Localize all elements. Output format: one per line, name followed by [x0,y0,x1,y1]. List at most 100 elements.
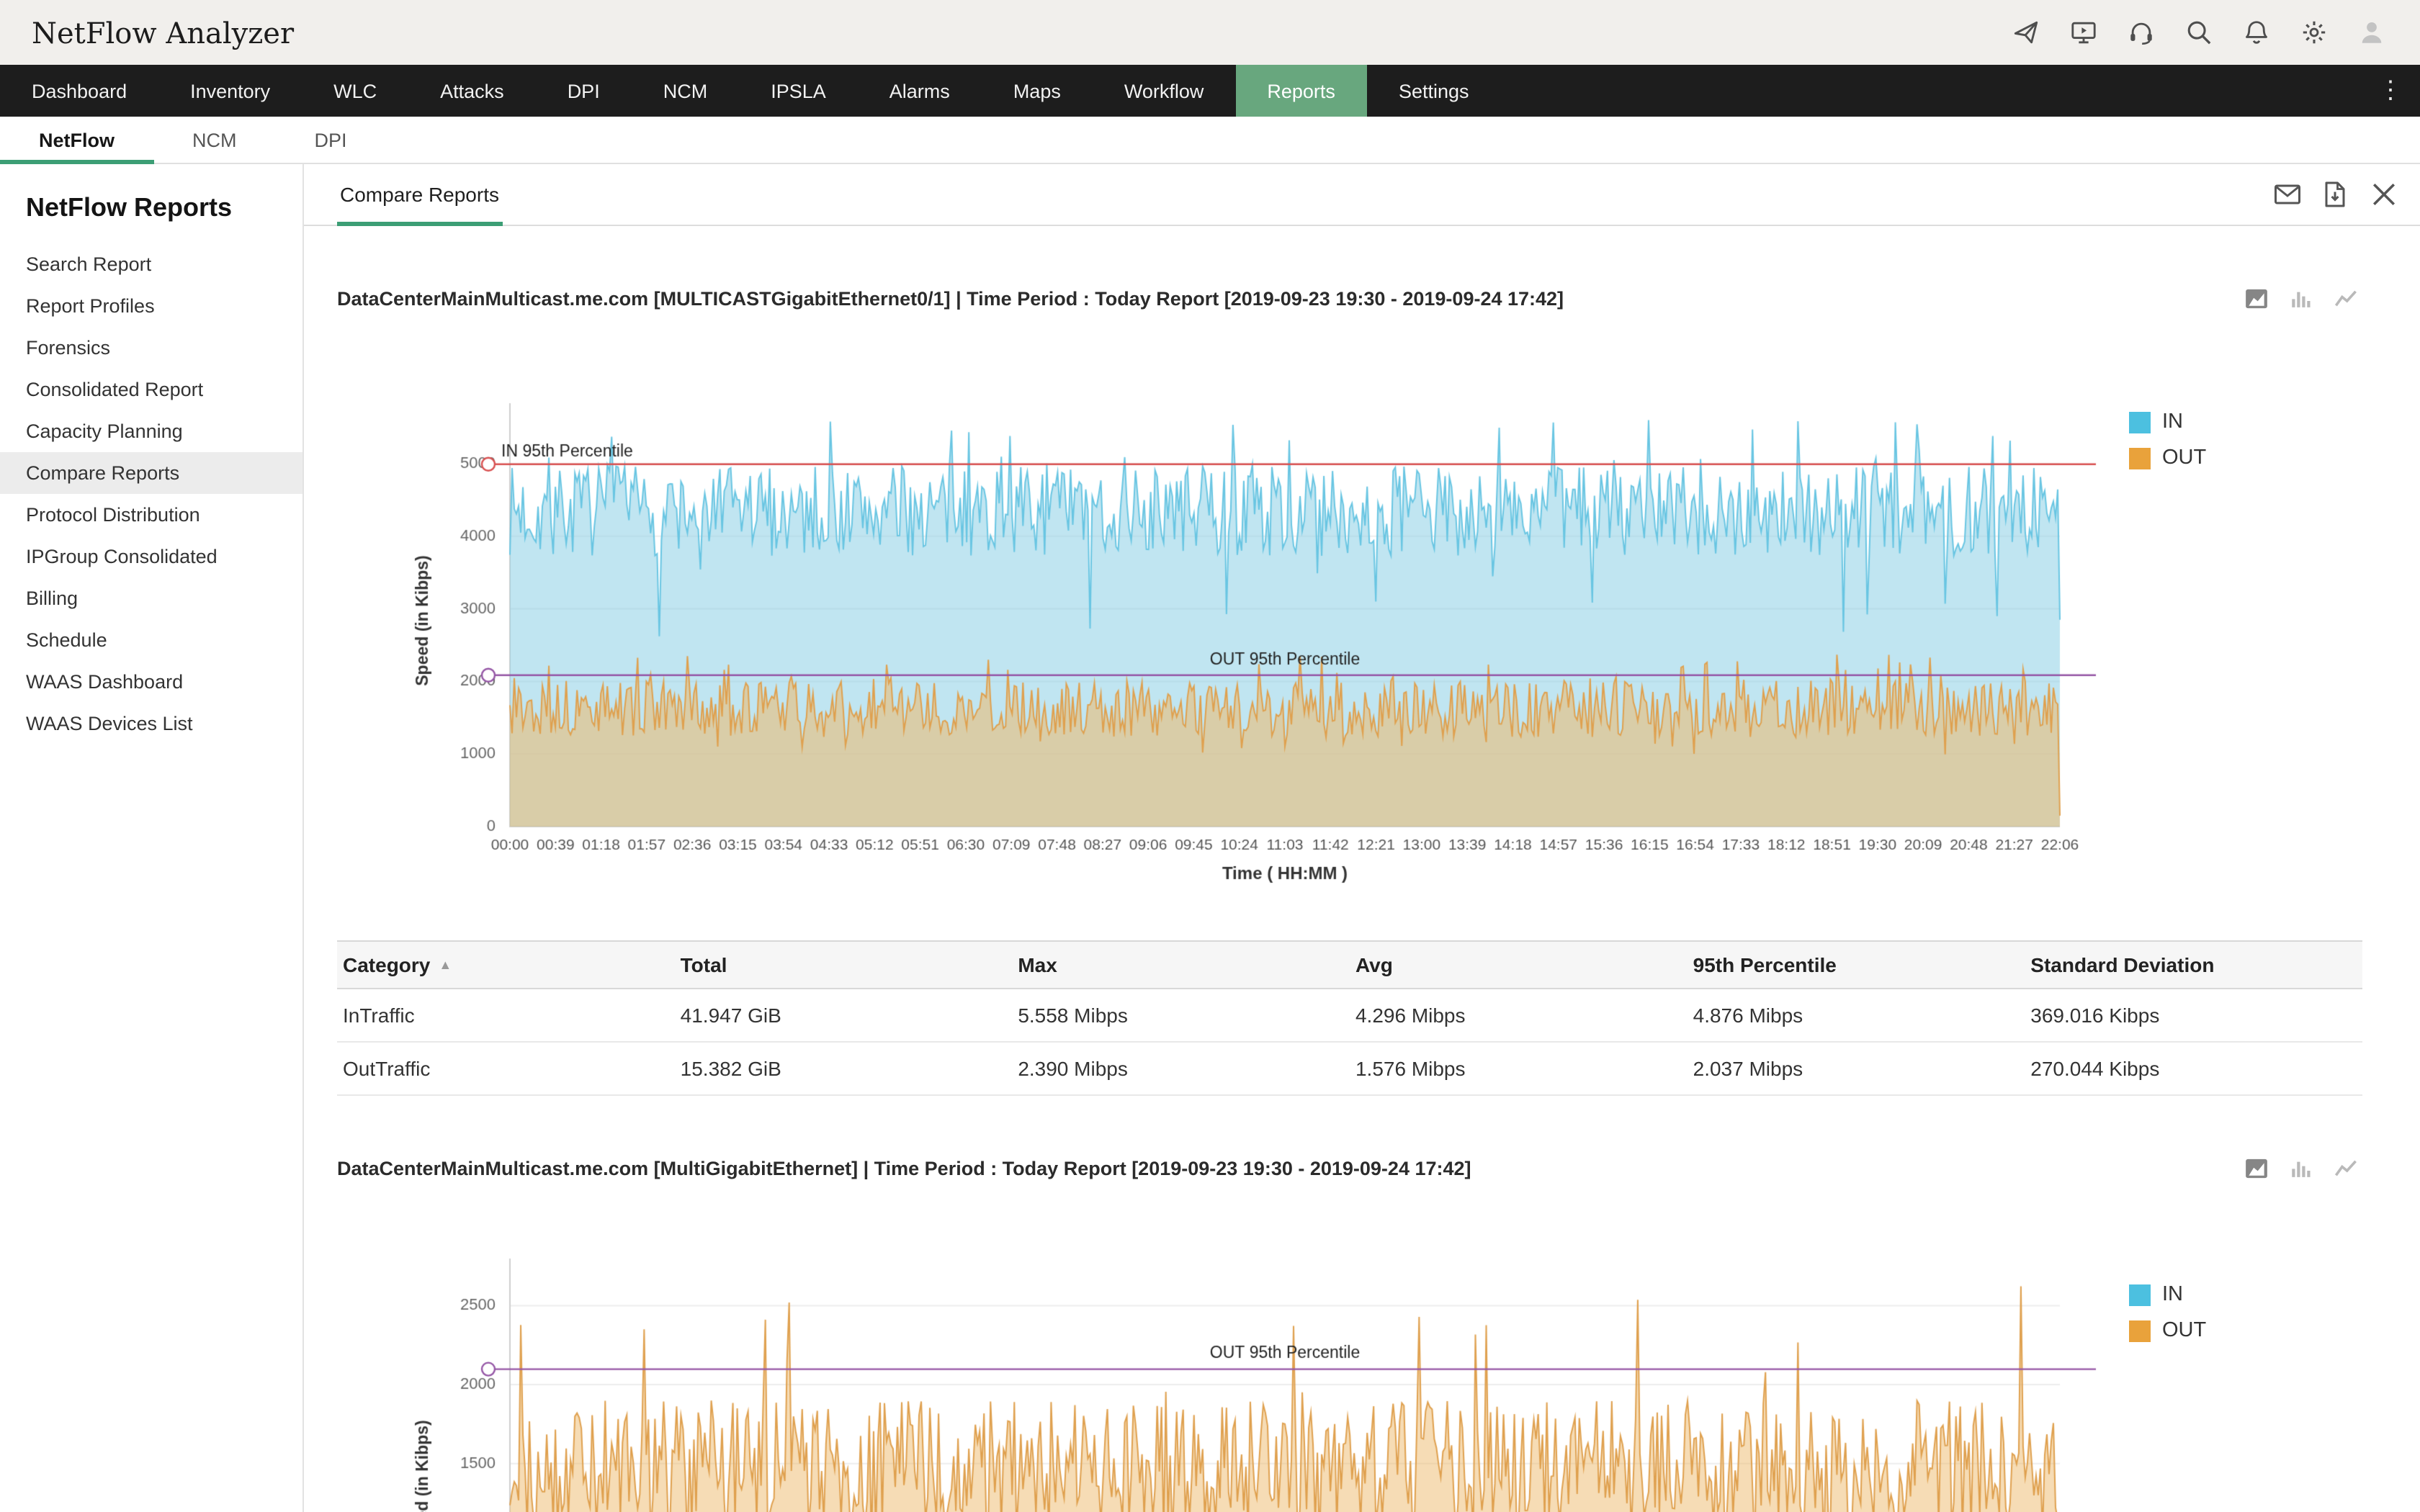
topbar: NetFlow Analyzer [0,0,2420,65]
nav-item-settings[interactable]: Settings [1367,65,1501,117]
nav-item-alarms[interactable]: Alarms [858,65,982,117]
support-icon[interactable] [2128,19,2155,46]
legend-label: OUT [2162,446,2206,469]
launch-icon[interactable] [2012,19,2040,46]
legend-swatch [2129,447,2151,469]
pdf-export-icon[interactable] [2321,180,2349,209]
bar-chart-icon[interactable] [2289,287,2313,311]
legend-item-out: OUT [2129,1319,2206,1342]
stats-table-header-row: Category▲TotalMaxAvg95th PercentileStand… [337,941,2362,989]
app-root: NetFlow Analyzer DashboardInventoryWLCAt… [0,0,2420,1512]
report-title-1: DataCenterMainMulticast.me.com [MULTICAS… [337,288,1564,310]
col-header-95th-percentile[interactable]: 95th Percentile [1688,941,2025,989]
col-header-category[interactable]: Category▲ [337,941,675,989]
email-icon[interactable] [2273,180,2302,209]
overflow-menu-icon[interactable]: ⋮ [2378,65,2403,117]
chart-legend-2: IN OUT [2129,1283,2206,1342]
nav-item-attacks[interactable]: Attacks [408,65,536,117]
sidebar: NetFlow Reports Search ReportReport Prof… [0,164,304,1512]
legend-label: OUT [2162,1319,2206,1342]
nav-items: DashboardInventoryWLCAttacksDPINCMIPSLAA… [0,65,1501,117]
app-title: NetFlow Analyzer [32,15,294,50]
table-cell: 4.876 Mibps [1688,989,2025,1042]
area-chart-icon[interactable] [2244,287,2269,311]
table-cell: 2.037 Mibps [1688,1042,2025,1095]
tab-compare-reports[interactable]: Compare Reports [337,164,502,225]
legend-swatch [2129,1320,2151,1341]
sidebar-item-search-report[interactable]: Search Report [0,243,302,285]
demo-screen-icon[interactable] [2070,19,2097,46]
col-header-avg[interactable]: Avg [1350,941,1688,989]
compare-chart-2: IN OUT [304,1204,2420,1512]
sidebar-item-schedule[interactable]: Schedule [0,619,302,661]
report-section-2: DataCenterMainMulticast.me.com [MultiGig… [304,1156,2420,1512]
search-icon[interactable] [2185,19,2213,46]
line-chart-icon[interactable] [2334,1156,2358,1181]
module-tab-dpi[interactable]: DPI [276,117,386,163]
sidebar-item-consolidated-report[interactable]: Consolidated Report [0,369,302,410]
report-title-2: DataCenterMainMulticast.me.com [MultiGig… [337,1158,1471,1179]
line-chart-icon[interactable] [2334,287,2358,311]
table-cell: 2.390 Mibps [1012,1042,1350,1095]
user-icon[interactable] [2358,19,2385,46]
content-tabbar: Compare Reports [304,164,2420,226]
nav-item-workflow[interactable]: Workflow [1093,65,1236,117]
sidebar-item-waas-dashboard[interactable]: WAAS Dashboard [0,661,302,703]
table-row: InTraffic41.947 GiB5.558 Mibps4.296 Mibp… [337,989,2362,1042]
notifications-icon[interactable] [2243,19,2270,46]
table-cell: 4.296 Mibps [1350,989,1688,1042]
report-actions-2 [2244,1156,2358,1181]
module-tab-ncm[interactable]: NCM [153,117,276,163]
sidebar-item-report-profiles[interactable]: Report Profiles [0,285,302,327]
sidebar-item-billing[interactable]: Billing [0,577,302,619]
chart-legend-1: IN OUT [2129,410,2206,469]
nav-item-inventory[interactable]: Inventory [158,65,302,117]
topbar-icons [2012,19,2385,46]
report-actions-1 [2244,287,2358,311]
col-header-total[interactable]: Total [675,941,1013,989]
report-header-2: DataCenterMainMulticast.me.com [MultiGig… [337,1156,2358,1181]
module-tab-netflow[interactable]: NetFlow [0,117,153,163]
legend-swatch [2129,1284,2151,1305]
compare-chart-canvas-2 [304,1204,2420,1512]
col-header-max[interactable]: Max [1012,941,1350,989]
area-chart-icon[interactable] [2244,1156,2269,1181]
nav-item-dashboard[interactable]: Dashboard [0,65,158,117]
stats-table: Category▲TotalMaxAvg95th PercentileStand… [337,940,2362,1096]
nav-item-maps[interactable]: Maps [982,65,1093,117]
settings-icon[interactable] [2300,19,2328,46]
sidebar-item-waas-devices-list[interactable]: WAAS Devices List [0,703,302,744]
nav-item-dpi[interactable]: DPI [536,65,632,117]
table-cell: InTraffic [337,989,675,1042]
sidebar-list: Search ReportReport ProfilesForensicsCon… [0,243,302,744]
sidebar-item-capacity-planning[interactable]: Capacity Planning [0,410,302,452]
legend-item-in: IN [2129,410,2206,433]
legend-item-in: IN [2129,1283,2206,1306]
table-cell: 41.947 GiB [675,989,1013,1042]
legend-swatch [2129,411,2151,433]
nav-item-ncm[interactable]: NCM [632,65,740,117]
report-section-1: DataCenterMainMulticast.me.com [MULTICAS… [304,287,2420,1096]
sidebar-item-forensics[interactable]: Forensics [0,327,302,369]
sidebar-item-protocol-distribution[interactable]: Protocol Distribution [0,494,302,536]
legend-item-out: OUT [2129,446,2206,469]
report-header-1: DataCenterMainMulticast.me.com [MULTICAS… [337,287,2358,311]
table-cell: 1.576 Mibps [1350,1042,1688,1095]
tab-compare-reports-label: Compare Reports [340,183,499,206]
compare-chart-1: IN OUT [304,334,2420,899]
nav-item-reports[interactable]: Reports [1235,65,1367,117]
bar-chart-icon[interactable] [2289,1156,2313,1181]
module-tabs: NetFlowNCMDPI [0,117,2420,164]
sort-asc-icon: ▲ [439,958,452,972]
sidebar-item-ipgroup-consolidated[interactable]: IPGroup Consolidated [0,536,302,577]
nav-item-wlc[interactable]: WLC [302,65,408,117]
table-cell: 270.044 Kibps [2025,1042,2362,1095]
table-row: OutTraffic15.382 GiB2.390 Mibps1.576 Mib… [337,1042,2362,1095]
legend-label: IN [2162,1283,2183,1306]
table-cell: 369.016 Kibps [2025,989,2362,1042]
main-nav: DashboardInventoryWLCAttacksDPINCMIPSLAA… [0,65,2420,117]
col-header-standard-deviation[interactable]: Standard Deviation [2025,941,2362,989]
close-icon[interactable] [2368,179,2400,210]
sidebar-item-compare-reports[interactable]: Compare Reports [0,452,302,494]
nav-item-ipsla[interactable]: IPSLA [739,65,858,117]
